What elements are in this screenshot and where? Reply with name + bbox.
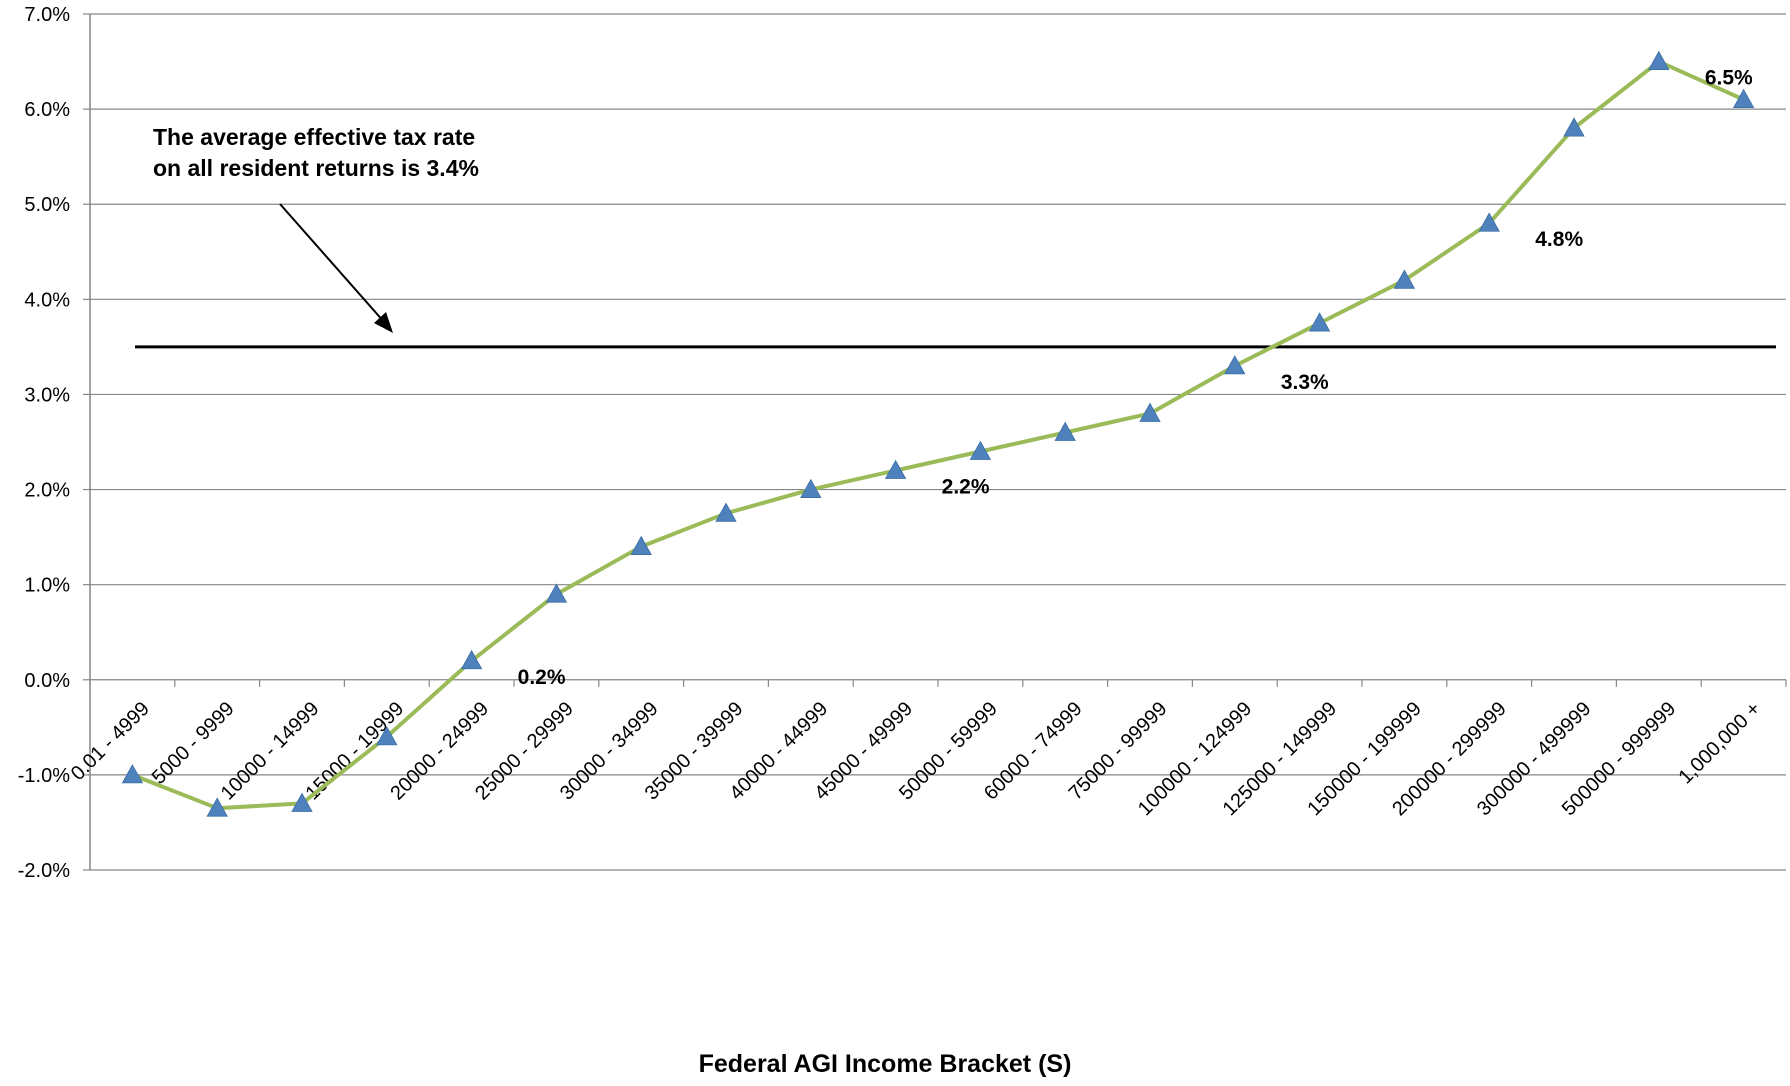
data-point-marker [1139, 402, 1161, 422]
data-labels: 0.2% 2.2% 3.3% 4.8% 6.5% [518, 67, 1753, 689]
y-tick-label: -2.0% [18, 860, 70, 882]
data-label: 2.2% [942, 476, 990, 499]
data-point-marker [121, 764, 144, 784]
data-label: 6.5% [1705, 67, 1753, 90]
annotation-arrow-head [374, 312, 393, 333]
y-tick-label: 4.0% [24, 289, 70, 311]
data-point-marker [884, 459, 907, 479]
annotation-line-2: on all resident returns is 3.4% [153, 155, 479, 181]
annotation-line-1: The average effective tax rate [153, 124, 475, 150]
data-point-marker [1393, 269, 1416, 289]
annotation-arrow-line [279, 203, 386, 324]
y-tick-label: 7.0% [24, 4, 70, 26]
data-point-marker [1732, 88, 1755, 108]
data-point-marker [1054, 421, 1076, 441]
y-tick-label: 5.0% [24, 194, 70, 216]
data-point-marker [1563, 117, 1585, 137]
x-axis-title: Federal AGI Income Bracket (S) [699, 1050, 1072, 1078]
data-point-marker [715, 502, 737, 522]
y-tick-label: 1.0% [24, 575, 70, 597]
data-point-marker [1224, 355, 1246, 375]
data-point-marker [545, 583, 568, 603]
data-point-marker [630, 535, 652, 556]
data-point-marker [1308, 312, 1331, 332]
series-line [131, 59, 1745, 811]
data-point-marker [376, 726, 398, 746]
data-point-marker [460, 649, 483, 670]
data-point-marker [969, 440, 992, 460]
y-tick-label: 6.0% [24, 99, 70, 121]
series-layer [121, 50, 1755, 817]
data-label: 4.8% [1535, 228, 1583, 251]
y-tick-label: 2.0% [24, 480, 70, 502]
data-point-marker [291, 792, 313, 812]
y-tick-label: 3.0% [24, 384, 70, 406]
data-label: 0.2% [518, 666, 566, 689]
reference-line-layer [135, 203, 1776, 349]
y-tick-label: 0.0% [24, 670, 70, 692]
data-label: 3.3% [1281, 371, 1329, 394]
y-axis-ticks: -2.0% -1.0% 0.0% 1.0% 2.0% 3.0% 4.0% 5.0% 6.0% 7.… [18, 4, 70, 882]
data-point-marker [1648, 50, 1670, 70]
x-tick-label: 0.01 - 4999 [67, 698, 154, 785]
data-point-marker [800, 478, 822, 498]
data-point-marker [1478, 212, 1500, 232]
annotation: The average effective tax rate on all re… [153, 124, 479, 181]
data-point-marker [206, 797, 228, 817]
y-tick-label: -1.0% [18, 765, 70, 787]
